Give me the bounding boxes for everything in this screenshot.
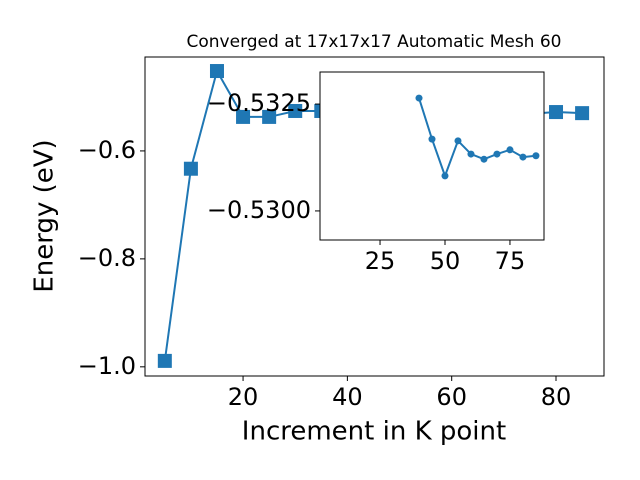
marker (157, 353, 172, 368)
marker (506, 146, 514, 154)
marker (575, 106, 590, 121)
marker (454, 137, 462, 145)
series-line (418, 97, 537, 179)
x-tick-label: 20 (228, 383, 259, 411)
y-tick-label: −1.0 (78, 352, 136, 380)
marker (467, 150, 475, 158)
x-axis-label: Increment in K point (242, 417, 506, 447)
x-tick-label: 40 (332, 383, 363, 411)
chart-title: Converged at 17x17x17 Automatic Mesh 60 (187, 32, 562, 52)
marker (549, 105, 564, 120)
x-tick-label: 60 (436, 383, 467, 411)
y-tick-label: −0.6 (78, 136, 136, 164)
y-tick-label: −0.5300 (207, 196, 311, 224)
marker (532, 152, 540, 160)
y-tick-label: −0.8 (78, 244, 136, 272)
marker (183, 161, 198, 176)
marker (441, 172, 449, 180)
plot-area (320, 72, 544, 240)
axes-frame (144, 56, 605, 377)
x-tick-label: 75 (495, 247, 526, 275)
x-tick-label: 50 (430, 247, 461, 275)
marker (415, 94, 423, 102)
marker (288, 103, 303, 118)
marker (209, 64, 224, 79)
y-axis-label: Energy (eV) (30, 139, 60, 292)
x-tick-label: 25 (365, 247, 396, 275)
marker (236, 109, 251, 124)
marker (262, 109, 277, 124)
marker (428, 135, 436, 143)
axes-frame (319, 71, 545, 241)
y-tick-label: −0.5325 (207, 89, 311, 117)
marker (480, 155, 488, 163)
marker (493, 150, 501, 158)
marker (519, 153, 527, 161)
x-tick-label: 80 (541, 383, 572, 411)
